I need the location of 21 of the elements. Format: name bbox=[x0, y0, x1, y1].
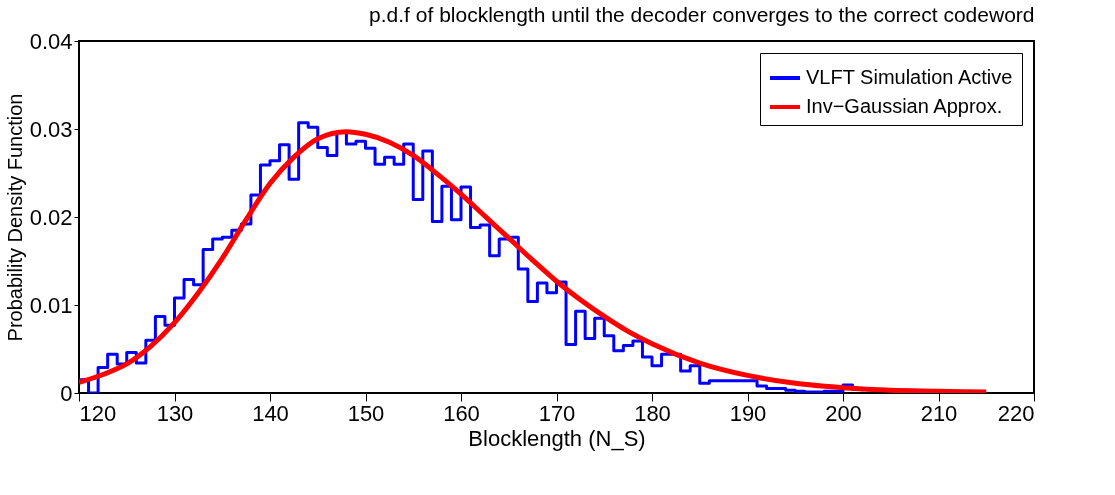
chart-title: p.d.f of blocklength until the decoder converges to the correct codeword bbox=[369, 3, 1035, 26]
y-tick-label: 0.03 bbox=[29, 116, 73, 142]
y-tick-label: 0.02 bbox=[29, 204, 73, 230]
legend-label: VLFT Simulation Active bbox=[806, 66, 1013, 88]
x-axis-title: Blocklength (N_S) bbox=[468, 425, 646, 451]
x-tick-label: 170 bbox=[538, 400, 576, 426]
y-tick-label: 0.01 bbox=[29, 292, 73, 318]
x-tick-label: 190 bbox=[729, 400, 767, 426]
x-tick-label: 160 bbox=[443, 400, 480, 426]
x-tick-label: 200 bbox=[825, 400, 862, 426]
x-tick-label: 180 bbox=[634, 400, 671, 426]
legend-label: Inv−Gaussian Approx. bbox=[806, 95, 1003, 117]
x-tick-label: 130 bbox=[156, 400, 194, 426]
x-tick-label: 140 bbox=[252, 400, 289, 426]
y-tick-label: 0.04 bbox=[29, 28, 73, 54]
x-tick-label: 150 bbox=[347, 400, 385, 426]
y-axis-title: Probability Density Function bbox=[3, 93, 26, 342]
x-tick-label: 220 bbox=[997, 400, 1035, 426]
x-tick-label: 210 bbox=[920, 400, 958, 426]
x-tick-label: 120 bbox=[79, 400, 117, 426]
y-tick-label: 0 bbox=[60, 380, 73, 406]
